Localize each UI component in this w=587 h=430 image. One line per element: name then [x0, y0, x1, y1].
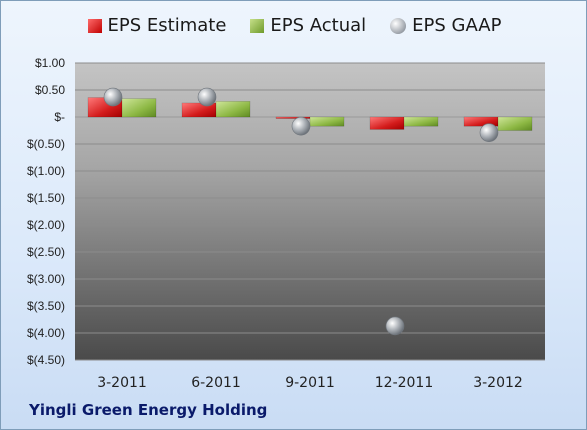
y-tick-label: $(0.50)	[27, 137, 65, 151]
eps-gaap-point	[103, 87, 123, 107]
y-tick-label: $(4.00)	[27, 326, 65, 340]
eps-actual-bar	[215, 101, 251, 118]
y-axis-ticks: $1.00 $0.50 $- $(0.50) $(1.00) $(1.50) $(2.00)…	[27, 56, 65, 367]
eps-actual-bar	[403, 116, 439, 127]
y-tick-label: $(1.50)	[27, 191, 65, 205]
gridlines	[75, 62, 545, 361]
y-tick-label: $1.00	[35, 56, 65, 70]
eps-actual-bar	[309, 116, 345, 127]
x-tick-label: 6-2011	[191, 375, 241, 391]
legend-label-eps-actual: EPS Actual	[270, 15, 367, 36]
eps-gaap-point	[197, 87, 217, 107]
eps-gaap-point	[385, 316, 405, 336]
eps-actual-bar	[121, 98, 157, 118]
y-tick-label: $(1.00)	[27, 164, 65, 178]
x-tick-label: 3-2011	[97, 375, 147, 391]
company-name: Yingli Green Energy Holding	[29, 401, 268, 419]
gaap-points	[103, 87, 499, 336]
y-tick-label: $(4.50)	[27, 353, 65, 367]
y-tick-label: $-	[54, 110, 65, 124]
x-tick-label: 9-2011	[285, 375, 335, 391]
legend-swatch-eps-actual	[250, 18, 265, 33]
legend-label-eps-estimate: EPS Estimate	[107, 15, 227, 36]
eps-estimate-bar	[369, 116, 405, 130]
legend-item-eps-gaap: EPS GAAP	[390, 15, 501, 36]
y-tick-label: $(3.50)	[27, 299, 65, 313]
legend: EPS Estimate EPS Actual EPS GAAP	[1, 15, 586, 36]
legend-item-eps-actual: EPS Actual	[250, 15, 366, 36]
legend-label-eps-gaap: EPS GAAP	[412, 15, 502, 36]
legend-swatch-eps-estimate	[87, 18, 102, 33]
x-axis-ticks: 3-2011 6-2011 9-2011 12-2011 3-2012	[97, 375, 523, 391]
y-tick-label: $(2.50)	[27, 245, 65, 259]
legend-swatch-eps-gaap	[390, 17, 407, 34]
x-tick-label: 12-2011	[375, 375, 434, 391]
x-tick-label: 3-2012	[473, 375, 523, 391]
bars	[87, 97, 533, 131]
y-tick-label: $(2.00)	[27, 218, 65, 232]
y-tick-label: $0.50	[35, 83, 65, 97]
eps-actual-bar	[497, 116, 533, 131]
eps-gaap-point	[479, 123, 499, 142]
legend-item-eps-estimate: EPS Estimate	[87, 15, 227, 36]
eps-gaap-point	[291, 116, 311, 136]
y-tick-label: $(3.00)	[27, 272, 65, 286]
